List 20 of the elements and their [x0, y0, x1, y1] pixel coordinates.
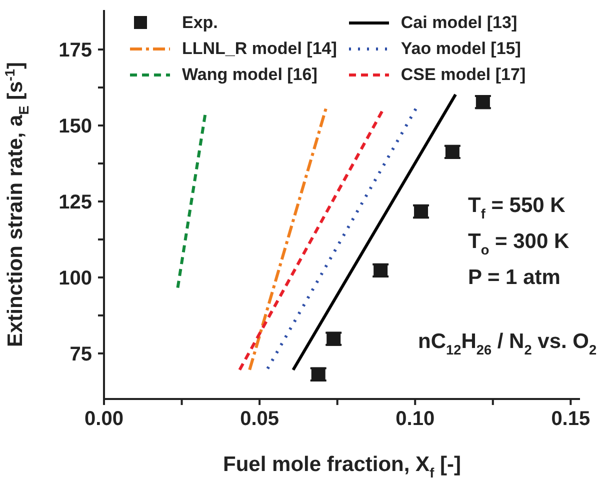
legend-label: Exp. [182, 13, 218, 32]
x-tick-label: 0.00 [84, 408, 124, 430]
legend-label: Cai model [13] [400, 13, 518, 32]
annotation: T$_{f}$ = 550 K [468, 194, 566, 222]
y-tick-label: 150 [58, 116, 92, 138]
y-tick-label: 175 [58, 40, 92, 62]
x-axis-title: Fuel mole fraction, X$_{f}$ [-] [223, 453, 461, 480]
y-tick-label: 75 [70, 344, 92, 366]
legend-label: Wang model [16] [182, 65, 318, 84]
annotation: T$_{o}$ = 300 K [468, 230, 570, 258]
annotation: P = 1 atm [468, 266, 560, 289]
y-tick-label: 100 [58, 268, 92, 290]
annotation: nC$_{12}$H$_{26}$ / N$_{2}$ vs. O$_{2}$ [418, 330, 598, 358]
legend-label: LLNL_R model [14] [182, 39, 337, 58]
y-tick-label: 125 [58, 192, 92, 214]
legend-label: Yao model [15] [400, 39, 521, 58]
x-tick-label: 0.10 [396, 408, 435, 430]
x-tick-label: 0.05 [240, 408, 280, 430]
legend-label: CSE model [17] [400, 65, 526, 84]
x-tick-label: 0.15 [551, 408, 590, 430]
